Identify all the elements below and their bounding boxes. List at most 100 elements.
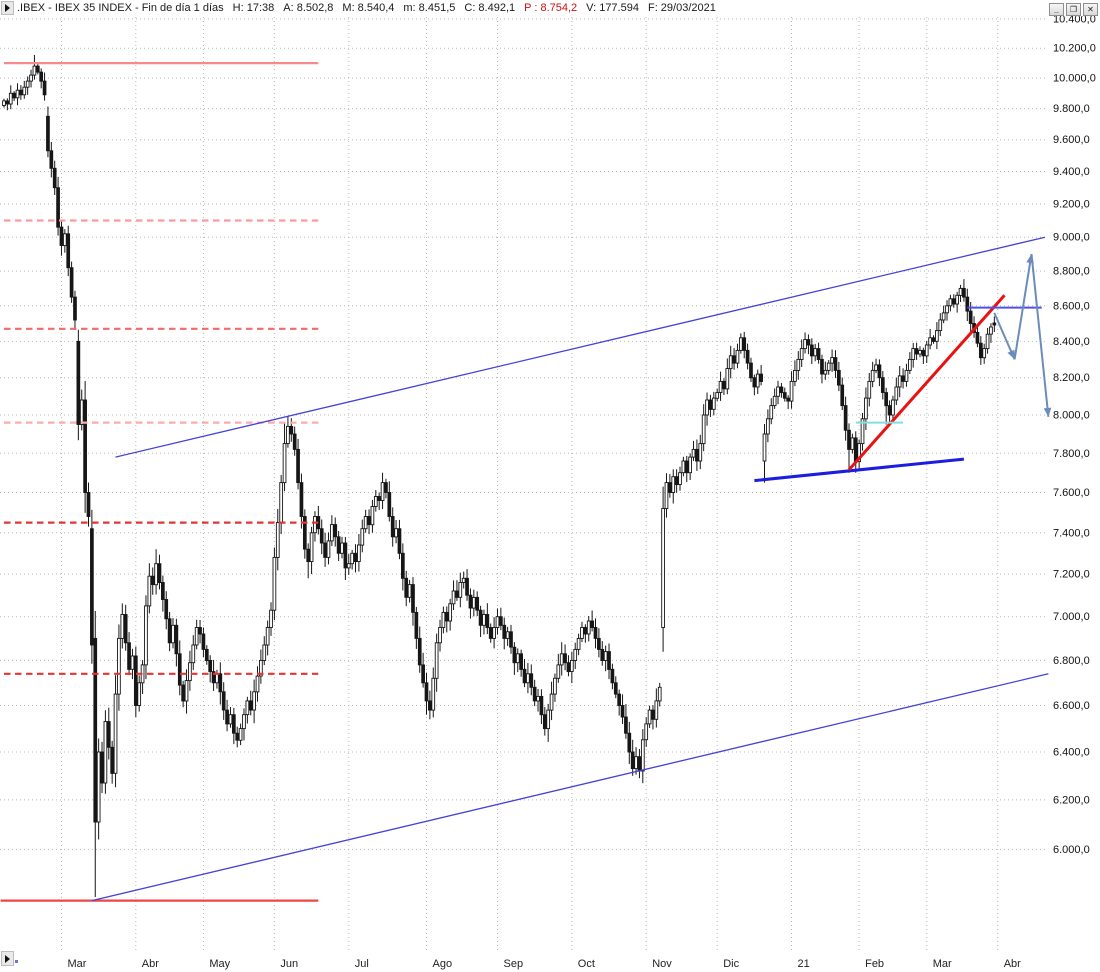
candle[interactable]	[39, 68, 44, 89]
candle[interactable]	[140, 660, 145, 694]
candle[interactable]	[755, 369, 760, 394]
candle[interactable]	[417, 626, 422, 673]
candle[interactable]	[870, 361, 875, 388]
candle[interactable]	[123, 604, 128, 651]
candle[interactable]	[231, 707, 236, 745]
candle[interactable]	[248, 690, 253, 716]
candle[interactable]	[259, 649, 263, 684]
candle[interactable]	[745, 343, 750, 370]
candle[interactable]	[968, 302, 973, 332]
candle[interactable]	[938, 313, 943, 337]
candle[interactable]	[282, 422, 287, 492]
candle[interactable]	[924, 340, 929, 363]
candle[interactable]	[688, 453, 692, 480]
candle[interactable]	[610, 663, 615, 690]
candle[interactable]	[860, 413, 865, 451]
candle[interactable]	[346, 554, 351, 575]
candle[interactable]	[86, 482, 91, 527]
candle[interactable]	[799, 339, 804, 368]
candle[interactable]	[59, 220, 64, 256]
candle[interactable]	[786, 395, 791, 409]
candle[interactable]	[444, 606, 449, 633]
candle[interactable]	[553, 673, 557, 702]
candle[interactable]	[576, 633, 581, 656]
candle[interactable]	[438, 619, 442, 652]
candle[interactable]	[951, 294, 956, 308]
candle[interactable]	[461, 571, 466, 589]
candle[interactable]	[877, 359, 882, 387]
candle[interactable]	[353, 544, 358, 573]
candle[interactable]	[93, 611, 98, 897]
candle[interactable]	[252, 679, 256, 724]
candle[interactable]	[22, 80, 27, 99]
candle[interactable]	[630, 739, 635, 776]
candle[interactable]	[336, 531, 341, 561]
candle[interactable]	[711, 391, 716, 416]
candle[interactable]	[671, 469, 676, 504]
candle[interactable]	[262, 636, 267, 666]
candle[interactable]	[776, 380, 780, 405]
candle[interactable]	[725, 358, 730, 395]
candle[interactable]	[850, 433, 855, 454]
candle[interactable]	[292, 426, 297, 456]
candle[interactable]	[431, 667, 436, 718]
candle[interactable]	[833, 350, 838, 378]
candle[interactable]	[826, 360, 831, 375]
candle[interactable]	[360, 519, 365, 553]
candle[interactable]	[390, 507, 395, 547]
candle[interactable]	[634, 747, 638, 775]
candle[interactable]	[580, 621, 584, 643]
candle[interactable]	[556, 653, 561, 683]
candle[interactable]	[796, 351, 801, 380]
candle[interactable]	[664, 473, 669, 518]
candle[interactable]	[793, 360, 797, 387]
candle[interactable]	[749, 357, 753, 382]
candle[interactable]	[603, 645, 608, 672]
candle[interactable]	[647, 705, 652, 728]
candle[interactable]	[377, 492, 382, 511]
candle[interactable]	[627, 722, 632, 764]
candle[interactable]	[542, 707, 547, 736]
candle[interactable]	[130, 648, 135, 680]
channel-upper[interactable]	[115, 236, 1046, 458]
candle[interactable]	[789, 371, 794, 409]
candle[interactable]	[982, 343, 987, 364]
candle[interactable]	[698, 434, 703, 470]
candle[interactable]	[400, 543, 405, 591]
candle[interactable]	[330, 515, 334, 546]
candle[interactable]	[907, 352, 912, 374]
candle[interactable]	[313, 511, 317, 542]
candle[interactable]	[847, 423, 851, 473]
candle[interactable]	[475, 591, 480, 616]
candle[interactable]	[705, 392, 709, 426]
candle[interactable]	[935, 322, 939, 350]
candle[interactable]	[559, 642, 564, 676]
candle[interactable]	[759, 365, 763, 386]
candle[interactable]	[340, 536, 344, 559]
candle[interactable]	[992, 316, 997, 332]
candle[interactable]	[448, 598, 453, 631]
collapse-panel-button[interactable]	[1, 1, 14, 15]
candle[interactable]	[46, 106, 50, 158]
candle[interactable]	[509, 624, 513, 654]
candle[interactable]	[989, 323, 993, 343]
candle[interactable]	[586, 616, 591, 642]
candle[interactable]	[488, 623, 493, 643]
minimize-button[interactable]: _	[1049, 3, 1064, 16]
candle[interactable]	[769, 398, 774, 425]
candle[interactable]	[583, 624, 588, 643]
candle[interactable]	[120, 603, 125, 649]
candle[interactable]	[809, 338, 814, 364]
candle[interactable]	[965, 288, 970, 321]
candle[interactable]	[15, 83, 20, 106]
candle[interactable]	[867, 373, 872, 407]
candle[interactable]	[343, 537, 348, 580]
candle[interactable]	[29, 69, 33, 88]
candle[interactable]	[164, 591, 169, 630]
candle[interactable]	[681, 456, 686, 477]
candle[interactable]	[208, 655, 213, 683]
candle[interactable]	[928, 328, 932, 350]
candle[interactable]	[174, 618, 179, 667]
candle[interactable]	[458, 572, 463, 608]
